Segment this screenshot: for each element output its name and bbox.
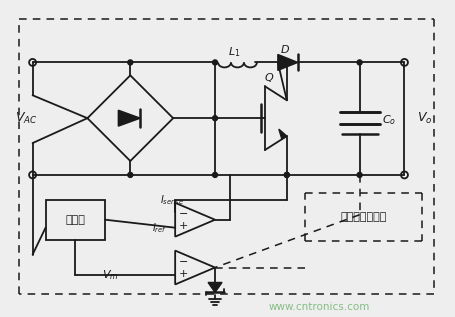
Text: $V_m$: $V_m$ xyxy=(102,268,118,282)
Circle shape xyxy=(284,60,289,65)
Polygon shape xyxy=(208,282,222,292)
Text: 乘法器: 乘法器 xyxy=(66,215,86,225)
Text: $I_{sense}$: $I_{sense}$ xyxy=(160,193,185,207)
Circle shape xyxy=(128,172,133,178)
Text: $-$: $-$ xyxy=(178,207,188,217)
Circle shape xyxy=(212,172,217,178)
Polygon shape xyxy=(279,129,287,139)
Text: Q: Q xyxy=(264,73,273,83)
Text: $V_o$: $V_o$ xyxy=(417,111,433,126)
Text: $C_o$: $C_o$ xyxy=(382,113,396,127)
Polygon shape xyxy=(118,110,140,126)
Text: $+$: $+$ xyxy=(178,268,188,279)
Text: $L_1$: $L_1$ xyxy=(228,46,240,59)
Circle shape xyxy=(212,60,217,65)
Text: D: D xyxy=(281,45,289,55)
Bar xyxy=(46,200,106,240)
Circle shape xyxy=(284,172,289,178)
Circle shape xyxy=(284,172,289,178)
Text: 取样和低通滤波: 取样和低通滤波 xyxy=(340,212,387,222)
Circle shape xyxy=(357,172,362,178)
Polygon shape xyxy=(278,55,298,70)
Text: $-$: $-$ xyxy=(178,255,188,265)
Circle shape xyxy=(212,116,217,121)
Text: www.cntronics.com: www.cntronics.com xyxy=(269,302,370,312)
Circle shape xyxy=(357,60,362,65)
Text: $+$: $+$ xyxy=(178,220,188,231)
Circle shape xyxy=(128,60,133,65)
Text: $V_{AC}$: $V_{AC}$ xyxy=(15,111,37,126)
Text: $I_{ref}$: $I_{ref}$ xyxy=(152,221,167,235)
